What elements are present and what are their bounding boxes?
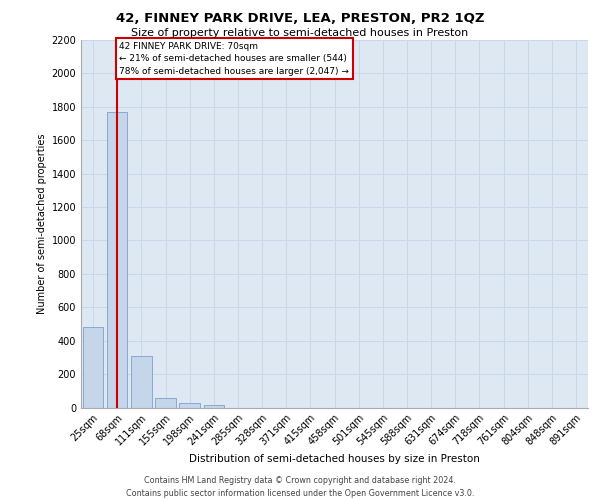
Text: 42 FINNEY PARK DRIVE: 70sqm
← 21% of semi-detached houses are smaller (544)
78% : 42 FINNEY PARK DRIVE: 70sqm ← 21% of sem… (119, 42, 349, 76)
Bar (203, 405, 224, 407)
Text: Contains HM Land Registry data © Crown copyright and database right 2024.
Contai: Contains HM Land Registry data © Crown c… (126, 476, 474, 498)
Bar (179, 404, 200, 407)
Bar (155, 398, 176, 407)
Bar (107, 112, 127, 408)
X-axis label: Distribution of semi-detached houses by size in Preston: Distribution of semi-detached houses by … (189, 454, 480, 464)
Y-axis label: Number of semi-detached properties: Number of semi-detached properties (37, 134, 47, 314)
Bar (131, 356, 152, 408)
Text: 42, FINNEY PARK DRIVE, LEA, PRESTON, PR2 1QZ: 42, FINNEY PARK DRIVE, LEA, PRESTON, PR2… (116, 12, 484, 26)
Bar (83, 328, 103, 407)
Text: Size of property relative to semi-detached houses in Preston: Size of property relative to semi-detach… (131, 28, 469, 38)
